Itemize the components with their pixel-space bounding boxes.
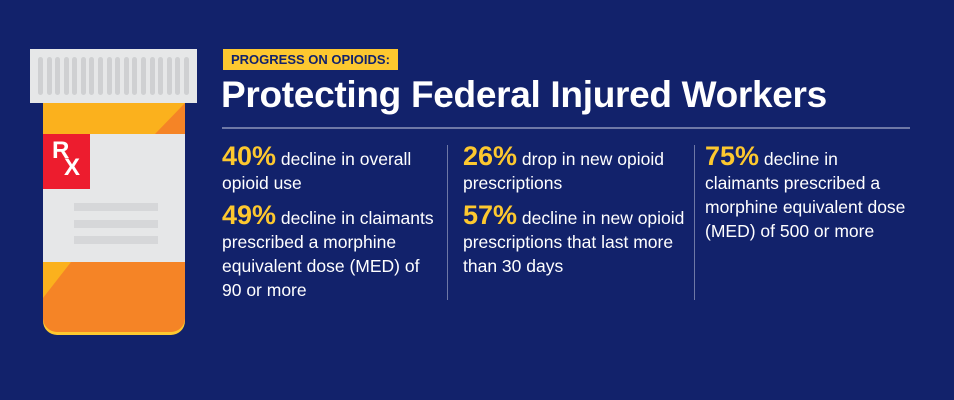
divider <box>222 127 910 129</box>
column-divider <box>694 145 695 300</box>
header-tag: PROGRESS ON OPIOIDS: <box>223 49 398 70</box>
stat-item: 75% decline in claimants prescribed a mo… <box>705 141 906 242</box>
stats-column-1: 40% decline in overall opioid use 49% de… <box>222 141 437 310</box>
stats-column-2: 26% drop in new opioid prescriptions 57%… <box>463 141 688 286</box>
bottle-cap <box>30 49 197 103</box>
stat-item: 40% decline in overall opioid use <box>222 141 412 194</box>
bottle-label: R X <box>43 134 185 262</box>
stat-item: 26% drop in new opioid prescriptions <box>463 141 664 194</box>
stat-item: 57% decline in new opioid prescriptions … <box>463 200 685 277</box>
prescription-bottle-icon: R X <box>0 0 210 340</box>
bottle-body: R X <box>43 103 185 332</box>
page-title: Protecting Federal Injured Workers <box>221 74 827 115</box>
stat-item: 49% decline in claimants prescribed a mo… <box>222 200 434 301</box>
rx-icon: R X <box>43 134 90 189</box>
column-divider <box>447 145 448 300</box>
stats-column-3: 75% decline in claimants prescribed a mo… <box>705 141 910 251</box>
